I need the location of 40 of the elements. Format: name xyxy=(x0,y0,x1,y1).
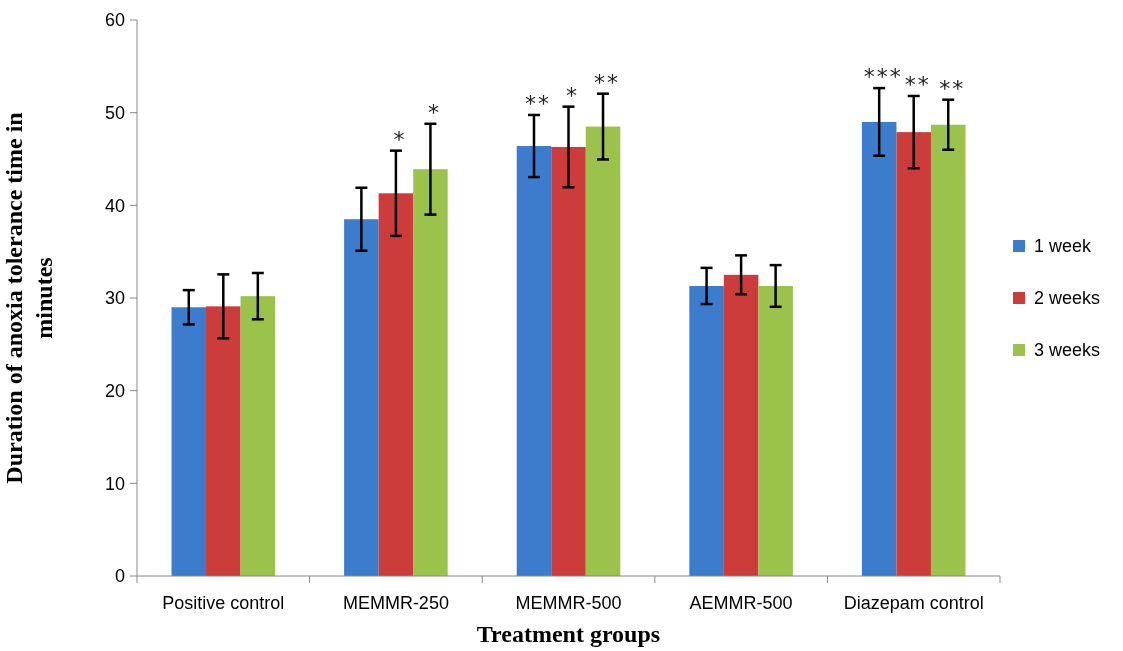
x-tick-label: Positive control xyxy=(162,593,285,613)
legend-label: 1 week xyxy=(1034,236,1093,257)
bar xyxy=(861,121,897,576)
bar xyxy=(516,146,552,576)
x-tick-label: AEMMR-500 xyxy=(689,593,793,613)
y-tick-label: 40 xyxy=(104,195,125,216)
bar xyxy=(378,193,414,576)
legend-label: 3 weeks xyxy=(1034,340,1101,361)
legend-label: 2 weeks xyxy=(1034,288,1101,309)
x-axis-title: Treatment groups xyxy=(476,621,661,647)
y-tick-label: 20 xyxy=(104,380,125,401)
annotation: * xyxy=(427,99,441,125)
annotation: ** xyxy=(524,90,551,116)
bar xyxy=(896,132,931,576)
bar xyxy=(930,124,966,576)
bar xyxy=(689,285,724,576)
bar xyxy=(758,285,793,576)
bar xyxy=(206,306,241,576)
y-tick-label: 0 xyxy=(114,566,125,587)
bar xyxy=(344,219,379,576)
annotation: ** xyxy=(594,69,621,95)
y-tick-label: 30 xyxy=(104,288,125,309)
bar xyxy=(171,307,207,576)
bar xyxy=(240,296,276,576)
bar xyxy=(723,274,759,576)
y-tick-label: 10 xyxy=(104,473,125,494)
y-axis-title: Duration of anoxia tolerance time in minutes xyxy=(1,112,57,484)
bar xyxy=(413,169,448,576)
annotation: ** xyxy=(904,71,931,97)
annotation: ** xyxy=(939,75,966,101)
y-tick-label: 50 xyxy=(104,102,125,123)
x-tick-label: MEMMR-250 xyxy=(342,593,449,613)
annotation: * xyxy=(393,126,407,152)
x-tick-label: Diazepam control xyxy=(843,593,984,613)
annotation: *** xyxy=(863,64,903,90)
y-tick-label: 60 xyxy=(104,10,125,31)
bar xyxy=(551,146,586,576)
annotation: * xyxy=(566,82,579,108)
x-tick-label: MEMMR-500 xyxy=(515,593,622,613)
bar xyxy=(585,126,621,576)
